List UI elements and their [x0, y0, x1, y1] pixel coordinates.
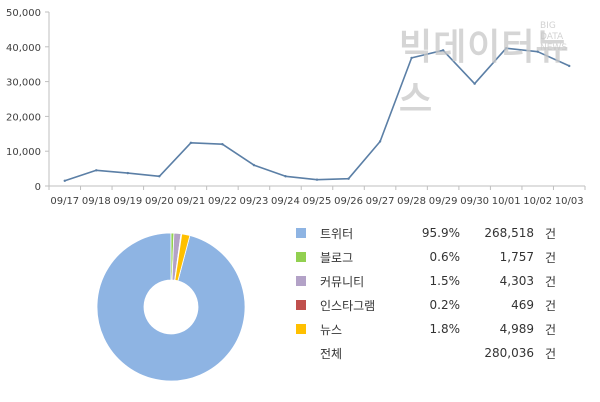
data-point [252, 163, 256, 167]
legend-swatch [296, 324, 306, 334]
total-unit: 건 [544, 346, 556, 361]
data-point [95, 169, 98, 172]
x-tick-label: 09/25 [303, 196, 332, 207]
data-point [536, 50, 539, 53]
pie-legend: 트위터 95.9% 268,518 건 블로그 0.6% 1,757 건 커뮤니… [296, 221, 556, 365]
x-tick-label: 09/19 [113, 196, 142, 207]
data-point [441, 49, 445, 52]
x-tick-label: 09/30 [460, 196, 489, 207]
data-point [347, 177, 350, 180]
legend-row-blog: 블로그 0.6% 1,757 건 [296, 245, 556, 269]
y-tick-label: 20,000 [6, 112, 41, 123]
y-axis: 0 10,000 20,000 30,000 40,000 50,000 [6, 8, 50, 193]
legend-unit: 건 [544, 226, 556, 241]
legend-count: 268,518 [484, 226, 534, 240]
y-tick-label: 30,000 [6, 78, 41, 89]
legend-count: 469 [511, 298, 534, 312]
x-tick-label: 09/29 [429, 196, 458, 207]
data-point [410, 56, 413, 60]
data-point [158, 175, 161, 178]
series-line [64, 47, 570, 182]
y-tick-label: 0 [35, 182, 41, 193]
legend-count: 4,303 [499, 274, 534, 288]
legend-unit: 건 [544, 250, 556, 265]
data-point [221, 143, 224, 146]
donut-chart [96, 232, 246, 382]
legend-row-total: 전체 280,036 건 [296, 341, 556, 365]
y-tick-label: 50,000 [6, 8, 41, 19]
legend-swatch [296, 276, 306, 286]
legend-count: 1,757 [499, 250, 534, 264]
pie-slice [96, 232, 246, 382]
data-point [284, 175, 287, 178]
pie-slice [174, 233, 191, 282]
x-tick-label: 09/27 [366, 196, 395, 207]
x-tick-label: 09/21 [176, 196, 205, 207]
data-point [189, 141, 193, 145]
x-tick-label: 10/03 [555, 196, 584, 207]
x-tick-label: 10/01 [492, 196, 521, 207]
donut-slices [96, 232, 246, 382]
data-point [473, 82, 476, 85]
x-tick-label: 09/23 [240, 196, 269, 207]
legend-label: 뉴스 [320, 322, 343, 337]
data-point [504, 46, 508, 50]
legend-row-news: 뉴스 1.8% 4,989 건 [296, 317, 556, 341]
legend-unit: 건 [544, 322, 556, 337]
x-tick-label: 09/17 [50, 196, 79, 207]
legend-label: 인스타그램 [320, 298, 376, 313]
legend-label: 트위터 [320, 226, 354, 241]
x-tick-label: 09/20 [145, 196, 174, 207]
x-tick-label: 09/18 [82, 196, 111, 207]
legend-swatch [296, 252, 306, 262]
x-axis: 09/17 09/18 09/19 09/20 09/21 09/22 09/23 09/24… [48, 185, 586, 207]
legend-swatch [296, 300, 306, 310]
x-tick-label: 09/26 [334, 196, 363, 207]
data-point [568, 64, 571, 68]
data-point [126, 171, 130, 175]
data-point [63, 179, 66, 182]
legend-percent: 0.2% [429, 298, 461, 312]
x-tick-label: 09/28 [397, 196, 426, 207]
legend-row-community: 커뮤니티 1.5% 4,303 건 [296, 269, 556, 293]
legend-unit: 건 [544, 274, 556, 289]
legend-row-instagram: 인스타그램 0.2% 469 건 [296, 293, 556, 317]
total-count: 280,036 [484, 346, 534, 360]
line-series [63, 46, 571, 182]
legend-percent: 0.6% [429, 250, 461, 264]
y-tick-label: 10,000 [6, 147, 41, 158]
legend-row-twitter: 트위터 95.9% 268,518 건 [296, 221, 556, 245]
data-point [378, 140, 382, 143]
legend-percent: 95.9% [421, 226, 460, 240]
legend-label: 커뮤니티 [320, 274, 365, 289]
total-label: 전체 [320, 346, 343, 361]
legend-count: 4,989 [499, 322, 534, 336]
data-point [315, 178, 319, 181]
x-tick-label: 09/22 [208, 196, 237, 207]
legend-percent: 1.5% [429, 274, 461, 288]
legend-unit: 건 [544, 298, 556, 313]
x-tick-label: 09/24 [271, 196, 300, 207]
legend-percent: 1.8% [429, 322, 461, 336]
x-tick-label: 10/02 [523, 196, 552, 207]
legend-swatch [296, 228, 306, 238]
legend-label: 블로그 [320, 250, 354, 265]
y-tick-label: 40,000 [6, 43, 41, 54]
